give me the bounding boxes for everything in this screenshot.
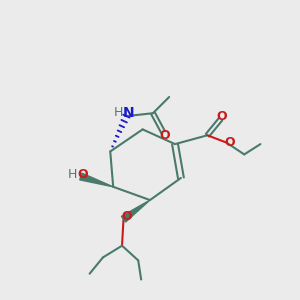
Text: O: O	[217, 110, 227, 123]
Text: N: N	[123, 106, 135, 120]
Text: O: O	[121, 210, 132, 223]
Polygon shape	[80, 173, 113, 187]
Text: O: O	[225, 136, 236, 149]
Text: H: H	[113, 106, 123, 119]
Text: O: O	[78, 168, 88, 181]
Text: H: H	[67, 168, 77, 181]
Text: O: O	[159, 129, 170, 142]
Polygon shape	[122, 200, 150, 222]
